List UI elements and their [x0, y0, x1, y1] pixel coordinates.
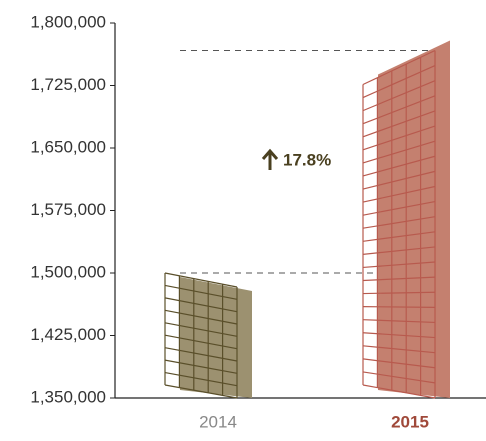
- grid-pattern: [362, 216, 436, 229]
- grid-pattern: [362, 170, 436, 190]
- grid-pattern: [164, 297, 238, 313]
- annotation: 17.8%: [283, 150, 331, 169]
- grid-pattern: [362, 306, 436, 308]
- grid-pattern: [362, 95, 436, 125]
- bar: [378, 40, 450, 398]
- grid-pattern: [362, 125, 436, 151]
- y-tick-label: 1,650,000: [30, 137, 106, 156]
- grid-pattern: [164, 359, 238, 374]
- grid-pattern: [164, 309, 238, 325]
- grid-pattern: [362, 332, 436, 339]
- grid-pattern: [362, 80, 436, 112]
- y-tick-label: 1,350,000: [30, 387, 106, 406]
- grid-pattern: [362, 345, 436, 354]
- grid-pattern: [362, 231, 436, 242]
- grid-pattern: [362, 140, 436, 164]
- grid-pattern: [362, 261, 436, 269]
- grid-pattern: [362, 155, 436, 177]
- y-tick-label: 1,725,000: [30, 75, 106, 94]
- grid-pattern: [362, 49, 436, 86]
- grid-pattern: [362, 110, 436, 138]
- grid-pattern: [164, 334, 238, 350]
- grid-pattern: [164, 322, 238, 337]
- grid-pattern: [362, 185, 436, 203]
- grid-pattern: [362, 291, 436, 295]
- y-tick-label: 1,425,000: [30, 325, 106, 344]
- grid-pattern: [164, 284, 238, 300]
- y-tick-label: 1,500,000: [30, 262, 106, 281]
- y-tick-label: 1,800,000: [30, 12, 106, 31]
- grid-pattern: [362, 65, 436, 99]
- grid-pattern: [362, 200, 436, 216]
- grid-pattern: [362, 276, 436, 282]
- grid-pattern: [362, 358, 436, 369]
- grid-pattern: [362, 384, 436, 399]
- grid-pattern: [164, 371, 238, 387]
- grid-pattern: [362, 319, 436, 324]
- grid-pattern: [164, 272, 238, 288]
- bar: [180, 277, 252, 398]
- grid-pattern: [362, 371, 436, 384]
- x-tick-label: 2014: [199, 412, 237, 431]
- grid-pattern: [164, 347, 238, 362]
- grid-pattern: [362, 246, 436, 255]
- up-arrow: [261, 148, 279, 170]
- grid-pattern: [164, 384, 238, 399]
- x-tick-label: 2015: [391, 412, 429, 431]
- y-tick-label: 1,575,000: [30, 200, 106, 219]
